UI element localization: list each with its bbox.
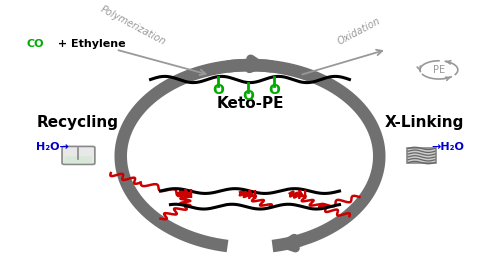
Text: Oxidation: Oxidation: [336, 16, 382, 47]
Text: O: O: [268, 83, 280, 97]
Text: PE: PE: [433, 65, 445, 75]
Text: O: O: [212, 83, 224, 97]
Text: + Ethylene: + Ethylene: [54, 39, 125, 49]
Text: X-Linking: X-Linking: [384, 115, 464, 130]
FancyBboxPatch shape: [406, 148, 436, 163]
Text: N: N: [182, 188, 193, 201]
Text: H₂O→: H₂O→: [36, 142, 69, 152]
Text: Keto-PE: Keto-PE: [216, 96, 284, 111]
Text: N: N: [297, 189, 308, 202]
Text: CO: CO: [26, 39, 44, 49]
FancyBboxPatch shape: [64, 156, 92, 163]
Text: Polymerization: Polymerization: [99, 4, 168, 47]
Text: O: O: [242, 89, 254, 103]
Text: →H₂O: →H₂O: [431, 142, 464, 152]
Text: N: N: [248, 189, 258, 202]
FancyBboxPatch shape: [62, 146, 95, 164]
Text: Recycling: Recycling: [36, 115, 118, 130]
